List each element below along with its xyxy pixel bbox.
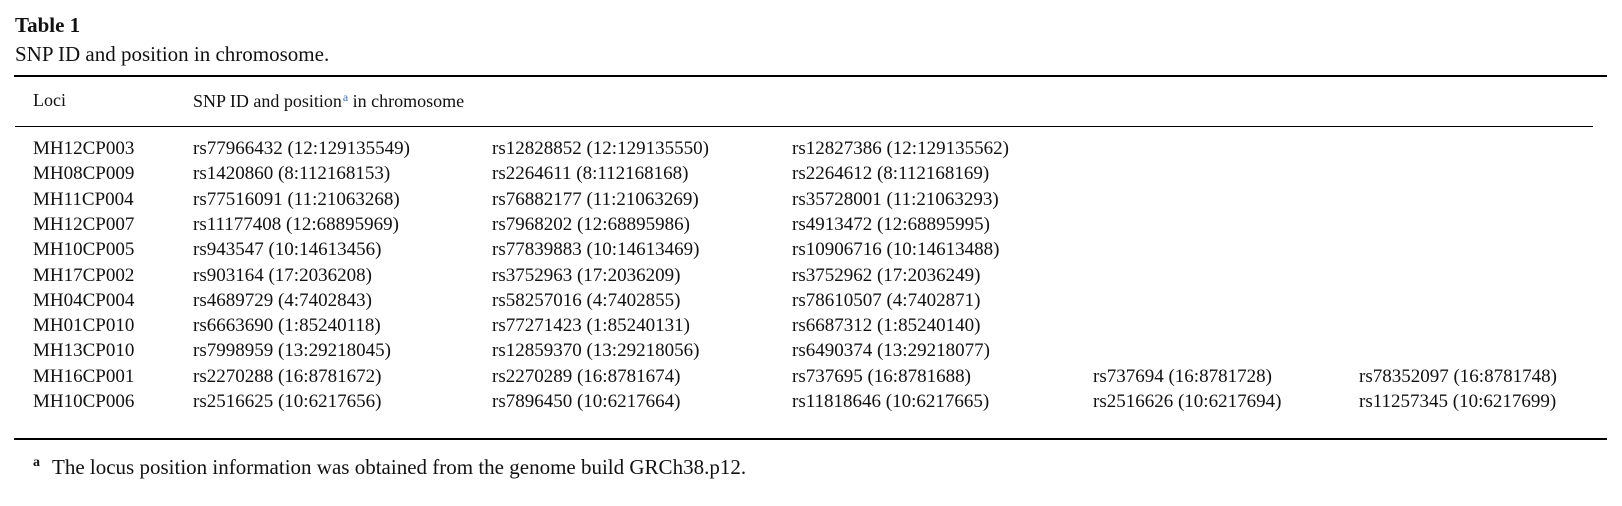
snp-cell: rs77516091 (11:21063268): [193, 188, 400, 210]
table-row: MH16CP001 rs2270288 (16:8781672) rs2270289…: [0, 366, 1622, 392]
table-row: MH10CP006 rs2516625 (10:6217656) rs7896450…: [0, 391, 1622, 417]
snp-cell: rs77966432 (12:129135549): [193, 138, 410, 159]
locus-cell: MH10CP006: [33, 391, 135, 412]
locus-cell: MH13CP010: [33, 340, 135, 362]
snp-cell: rs943547 (10:14613456): [193, 239, 382, 261]
table-row: MH04CP004 rs4689729 (4:7402843) rs58257016…: [0, 290, 1622, 316]
header-snp: SNP ID and positiona in chromosome: [193, 90, 464, 112]
snp-cell: rs2516626 (10:6217694): [1093, 391, 1282, 412]
table-row: MH12CP003 rs77966432 (12:129135549) rs1282…: [0, 138, 1622, 164]
snp-cell: rs76882177 (11:21063269): [492, 188, 699, 210]
snp-cell: rs11257345 (10:6217699): [1359, 391, 1557, 412]
table-caption-title: SNP ID and position in chromosome.: [15, 42, 330, 66]
footnote-reference-link[interactable]: a: [342, 90, 349, 104]
snp-cell: rs2264612 (8:112168169): [792, 163, 990, 185]
footnote-mark: a: [33, 455, 40, 470]
snp-cell: rs2270288 (16:8781672): [193, 365, 382, 387]
snp-cell: rs78610507 (4:7402871): [792, 289, 981, 311]
table-row: MH10CP005 rs943547 (10:14613456) rs7783988…: [0, 239, 1622, 265]
table-row: MH13CP010 rs7998959 (13:29218045) rs128593…: [0, 340, 1622, 366]
locus-cell: MH11CP004: [33, 188, 134, 210]
snp-cell: rs4913472 (12:68895995): [792, 213, 990, 235]
header-rule: [15, 126, 1593, 127]
snp-cell: rs35728001 (11:21063293): [792, 188, 999, 210]
snp-cell: rs3752963 (17:2036209): [492, 264, 681, 286]
snp-cell: rs11818646 (10:6217665): [792, 391, 990, 412]
locus-cell: MH17CP002: [33, 264, 135, 286]
locus-cell: MH16CP001: [33, 365, 135, 387]
snp-cell: rs737695 (16:8781688): [792, 365, 971, 387]
table-row: MH17CP002 rs903164 (17:2036208) rs3752963 …: [0, 265, 1622, 291]
locus-cell: MH12CP003: [33, 138, 135, 159]
snp-cell: rs7896450 (10:6217664): [492, 391, 681, 412]
snp-cell: rs3752962 (17:2036249): [792, 264, 981, 286]
snp-cell: rs7998959 (13:29218045): [193, 340, 391, 362]
footnote: a The locus position information was obta…: [33, 455, 746, 480]
snp-cell: rs1420860 (8:112168153): [193, 163, 391, 185]
snp-cell: rs58257016 (4:7402855): [492, 289, 681, 311]
snp-cell: rs12828852 (12:129135550): [492, 138, 709, 159]
locus-cell: MH04CP004: [33, 289, 135, 311]
table-row: MH12CP007 rs11177408 (12:68895969) rs79682…: [0, 214, 1622, 240]
snp-cell: rs12859370 (13:29218056): [492, 340, 700, 362]
snp-cell: rs2264611 (8:112168168): [492, 163, 689, 185]
snp-cell: rs6663690 (1:85240118): [193, 315, 381, 337]
locus-cell: MH01CP010: [33, 315, 135, 337]
snp-cell: rs7968202 (12:68895986): [492, 213, 690, 235]
snp-cell: rs4689729 (4:7402843): [193, 289, 372, 311]
locus-cell: MH08CP009: [33, 163, 135, 185]
locus-cell: MH10CP005: [33, 239, 135, 261]
table-row: MH08CP009 rs1420860 (8:112168153) rs226461…: [0, 163, 1622, 189]
footnote-text: The locus position information was obtai…: [52, 455, 747, 479]
snp-cell: rs10906716 (10:14613488): [792, 239, 1000, 261]
snp-cell: rs2270289 (16:8781674): [492, 365, 681, 387]
header-loci: Loci: [33, 90, 66, 110]
header-snp-suffix: in chromosome: [348, 91, 465, 111]
table-row: MH01CP010 rs6663690 (1:85240118) rs7727142…: [0, 315, 1622, 341]
snp-cell: rs737694 (16:8781728): [1093, 365, 1272, 387]
locus-cell: MH12CP007: [33, 213, 135, 235]
top-rule: [14, 75, 1607, 77]
snp-cell: rs2516625 (10:6217656): [193, 391, 382, 412]
snp-cell: rs6687312 (1:85240140): [792, 315, 981, 337]
bottom-rule: [14, 438, 1607, 440]
snp-cell: rs77271423 (1:85240131): [492, 315, 690, 337]
table-caption-label: Table 1: [15, 13, 81, 37]
snp-cell: rs12827386 (12:129135562): [792, 138, 1009, 159]
table-row: MH11CP004 rs77516091 (11:21063268) rs76882…: [0, 189, 1622, 215]
snp-cell: rs11177408 (12:68895969): [193, 213, 399, 235]
snp-cell: rs77839883 (10:14613469): [492, 239, 700, 261]
snp-cell: rs903164 (17:2036208): [193, 264, 372, 286]
snp-cell: rs78352097 (16:8781748): [1359, 365, 1557, 387]
header-snp-prefix: SNP ID and position: [193, 91, 342, 111]
snp-cell: rs6490374 (13:29218077): [792, 340, 990, 362]
